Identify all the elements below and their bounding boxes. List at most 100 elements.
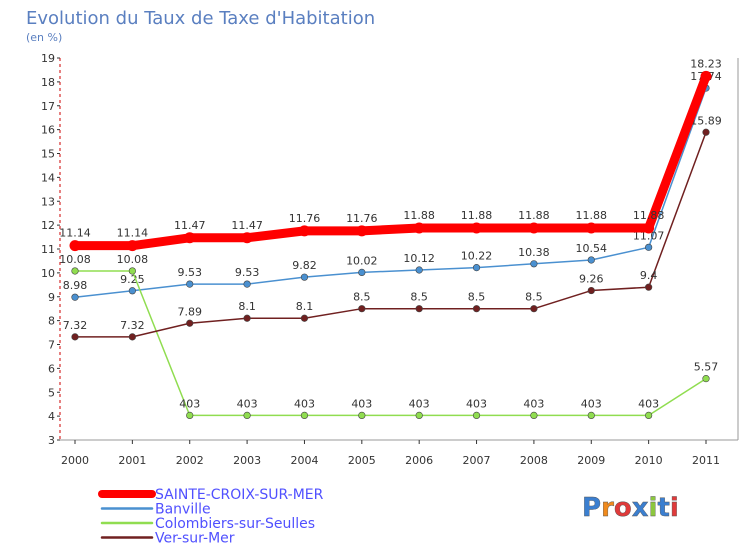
data-point [298, 225, 310, 237]
y-tick-label: 3 [48, 434, 55, 447]
series-sainte-croix-sur-mer: 11.14 11.14 11.47 11.47 11.76 11.76 11.88 11.88… [59, 57, 722, 252]
chart-title: Evolution du Taux de Taxe d'Habitation [26, 8, 375, 29]
data-point [300, 314, 309, 322]
legend-label: Ver-sur-Mer [155, 531, 235, 547]
data-label: 403 [351, 397, 372, 410]
data-label: 8.1 [238, 300, 256, 313]
y-tick-label: 11 [41, 243, 55, 256]
data-point [472, 264, 481, 272]
x-tick-label: 2010 [635, 454, 663, 467]
legend-item: SAINTE-CROIX-SUR-MER [98, 487, 324, 503]
logo-letter: P [582, 493, 601, 523]
data-point [702, 375, 710, 383]
series-line [74, 270, 707, 417]
data-point [645, 283, 653, 291]
chart-subtitle: (en %) [26, 31, 62, 44]
data-point [300, 411, 309, 420]
legend: SAINTE-CROIX-SUR-MERBanvilleColombiers-s… [98, 487, 324, 547]
data-point [243, 411, 251, 420]
data-label: 8.1 [296, 300, 314, 313]
data-label: 9.4 [640, 269, 658, 282]
data-point [700, 70, 712, 82]
data-point [530, 411, 538, 420]
data-label: 11.76 [346, 212, 378, 225]
data-point [643, 222, 655, 234]
data-point [71, 293, 79, 301]
data-point [186, 280, 194, 288]
data-label: 10.08 [59, 253, 91, 266]
y-tick-label: 14 [41, 171, 55, 184]
data-point [184, 232, 196, 244]
data-label: 403 [638, 397, 659, 410]
data-point [645, 411, 653, 420]
data-label: 403 [581, 397, 602, 410]
data-label: 7.32 [63, 319, 88, 332]
y-tick-label: 10 [41, 267, 55, 280]
data-point [472, 305, 481, 313]
series-layer: 8.98 9.25 9.53 9.53 9.82 10.02 10.12 10.22 10.38… [59, 57, 722, 420]
series-line [74, 131, 707, 338]
data-label: 403 [294, 397, 315, 410]
logo-letter: i [649, 493, 658, 523]
data-label: 11.88 [633, 209, 665, 222]
data-point [358, 305, 366, 313]
data-label: 11.14 [59, 227, 91, 240]
x-tick-label: 2008 [520, 454, 548, 467]
data-point [528, 222, 540, 234]
x-tick-label: 2007 [463, 454, 491, 467]
x-tick-label: 2003 [233, 454, 261, 467]
legend-label: Colombiers-sur-Seulles [155, 516, 315, 532]
data-label: 9.26 [579, 273, 604, 286]
data-point [69, 240, 81, 252]
y-tick-label: 16 [41, 124, 55, 137]
data-label: 8.5 [525, 291, 543, 304]
logo-letter: r [601, 493, 614, 523]
axes: 3 4 5 6 7 8 9 10 11 12 13 14 15 16 17 18 19 2000 2001 2002 2… [41, 52, 739, 467]
data-label: 403 [179, 397, 200, 410]
data-point [415, 266, 423, 274]
data-point [128, 267, 136, 275]
data-point [128, 287, 136, 295]
x-tick-label: 2000 [61, 454, 89, 467]
data-point [300, 273, 309, 281]
data-point [585, 222, 597, 234]
data-label: 9.25 [120, 273, 145, 286]
series-line [74, 87, 707, 298]
proxiti-logo-text: Proxiti [582, 493, 679, 523]
data-point [128, 333, 136, 341]
data-label: 5.57 [694, 361, 719, 374]
data-label: 7.89 [177, 305, 202, 318]
y-tick-label: 17 [41, 100, 55, 113]
data-point [243, 280, 251, 288]
data-label: 11.47 [231, 219, 263, 232]
y-tick-label: 15 [41, 148, 55, 161]
data-point [71, 333, 79, 341]
data-label: 11.88 [576, 209, 608, 222]
logo-letter: o [614, 493, 632, 523]
data-label: 18.23 [690, 57, 722, 70]
series-ver-sur-mer: 7.32 7.32 7.89 8.1 8.1 8.5 8.5 8.5 8.5 9.26 9.4 15.… [63, 114, 722, 341]
data-label: 8.5 [468, 291, 486, 304]
proxiti-logo: Proxiti [582, 493, 679, 523]
data-label: 403 [409, 397, 430, 410]
legend-item: Colombiers-sur-Seulles [100, 516, 315, 532]
data-label: 11.76 [289, 212, 321, 225]
data-point [126, 240, 138, 252]
data-label: 10.02 [346, 254, 378, 267]
data-point [415, 305, 423, 313]
y-tick-label: 9 [48, 291, 55, 304]
x-tick-label: 2006 [405, 454, 433, 467]
legend-item: Ver-sur-Mer [100, 531, 235, 547]
data-point [186, 319, 194, 327]
data-label: 9.53 [235, 266, 260, 279]
data-label: 11.88 [518, 209, 550, 222]
series-banville: 8.98 9.25 9.53 9.53 9.82 10.02 10.12 10.22 10.38… [63, 70, 722, 301]
x-tick-label: 2009 [577, 454, 605, 467]
x-tick-label: 2004 [290, 454, 318, 467]
data-point [471, 222, 483, 234]
data-point [587, 286, 595, 295]
data-label: 7.32 [120, 319, 145, 332]
y-tick-label: 18 [41, 76, 55, 89]
data-label: 11.07 [633, 229, 665, 242]
data-point [472, 411, 481, 420]
